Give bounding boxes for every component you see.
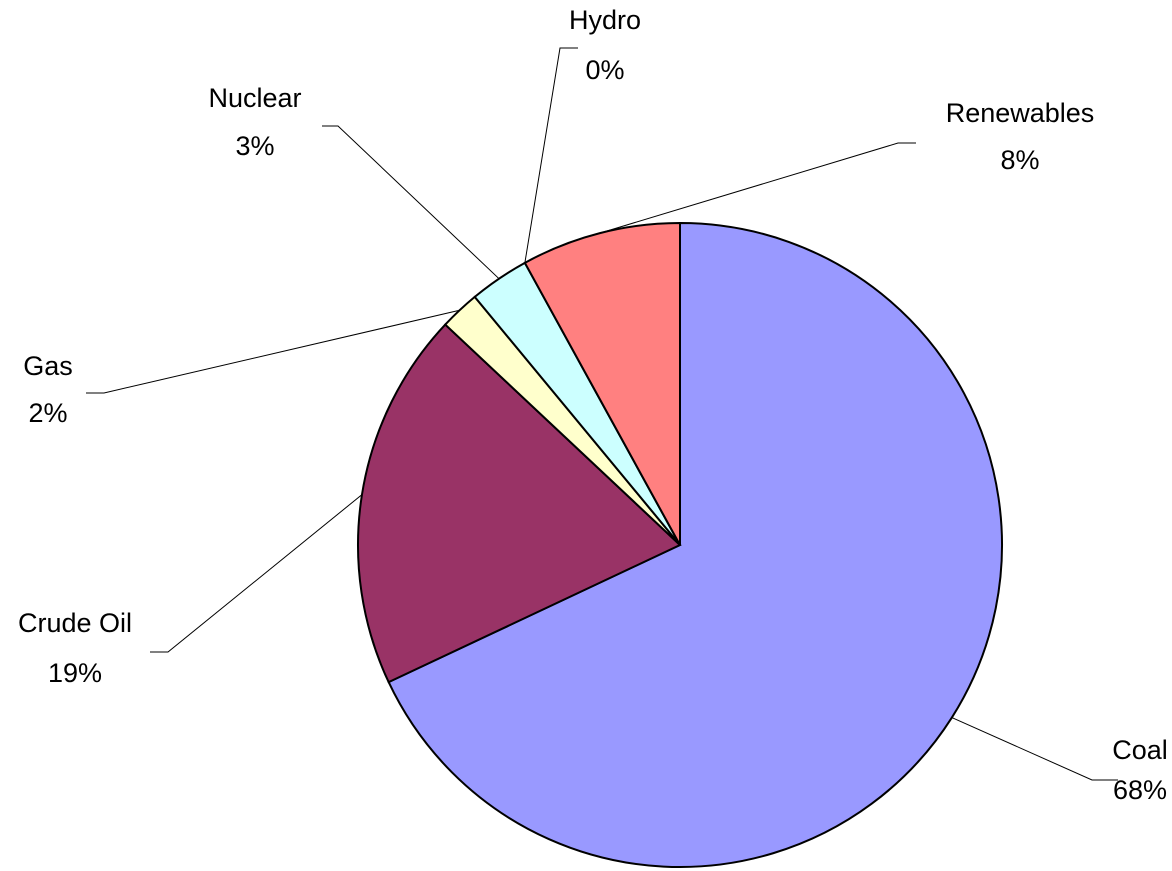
slice-value-label: 68%: [1113, 775, 1167, 805]
pie-slice: [523, 221, 681, 546]
slice-value-label: 2%: [28, 398, 67, 428]
slice-label: Coal: [1112, 735, 1168, 765]
leader-line: [524, 47, 578, 263]
slice-value-label: 3%: [235, 131, 274, 161]
slice-label: Gas: [23, 351, 73, 381]
slice-value-label: 8%: [1000, 145, 1039, 175]
slice-value-label: 0%: [585, 55, 624, 85]
leader-line: [951, 717, 1118, 781]
pie-slice: [387, 221, 1003, 868]
pie-slice: [357, 323, 682, 684]
leader-line: [322, 125, 500, 280]
leader-line: [599, 142, 916, 234]
leader-line: [86, 309, 460, 394]
leader-line: [150, 494, 363, 653]
slice-label: Crude Oil: [18, 608, 132, 638]
slice-label: Nuclear: [208, 83, 301, 113]
slice-value-label: 19%: [48, 658, 102, 688]
slice-label: Hydro: [569, 5, 641, 35]
slice-label: Renewables: [946, 98, 1095, 128]
